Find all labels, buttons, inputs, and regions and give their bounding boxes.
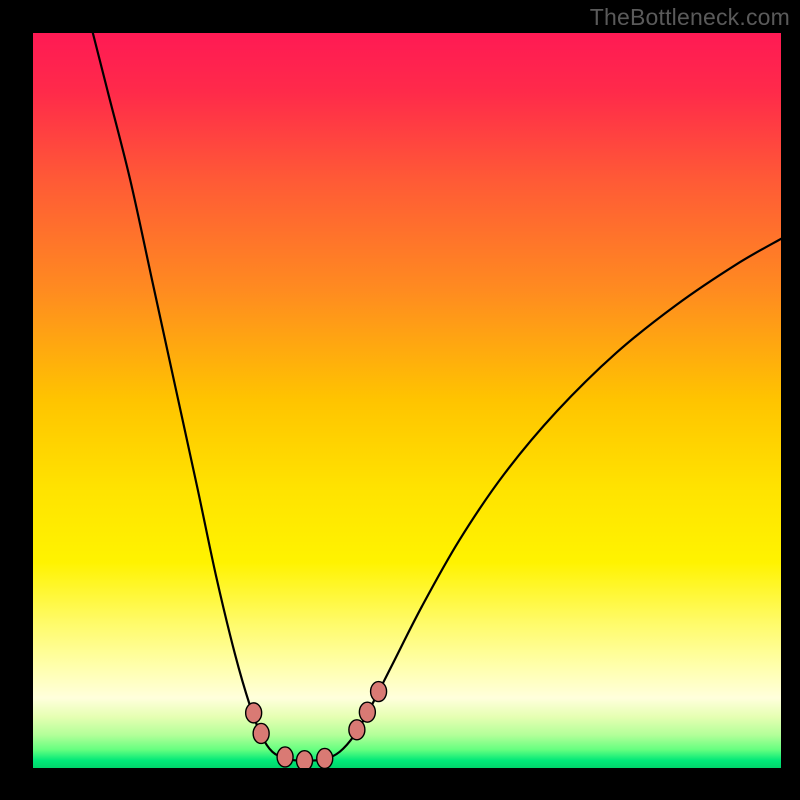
data-marker: [371, 682, 387, 702]
figure-frame: TheBottleneck.com: [0, 0, 800, 800]
watermark-text: TheBottleneck.com: [590, 4, 790, 31]
data-marker: [246, 703, 262, 723]
data-marker: [349, 720, 365, 740]
chart-svg: [33, 33, 781, 768]
data-marker: [317, 748, 333, 768]
data-marker: [297, 751, 313, 768]
plot-area: [33, 33, 781, 768]
data-marker: [359, 702, 375, 722]
data-marker: [277, 747, 293, 767]
data-marker: [253, 723, 269, 743]
gradient-background: [33, 33, 781, 768]
